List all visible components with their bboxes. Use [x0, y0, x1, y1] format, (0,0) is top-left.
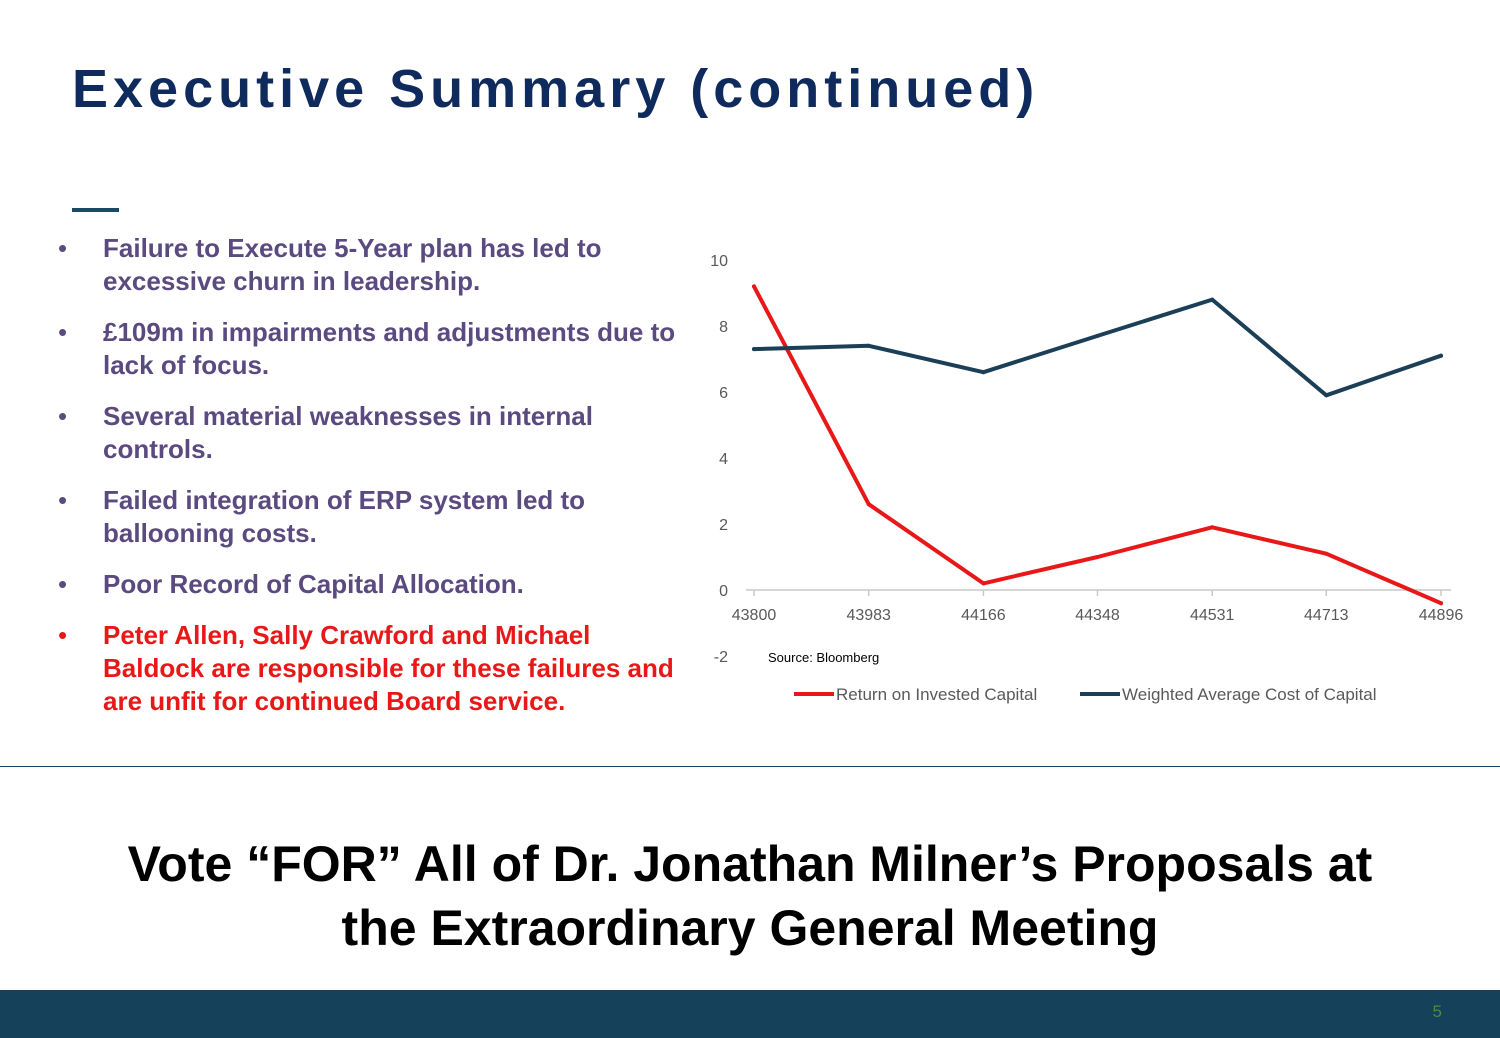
- y-tick-label: 6: [719, 385, 728, 402]
- y-tick-label: -2: [714, 649, 728, 666]
- x-tick-label: 44713: [1304, 607, 1349, 624]
- y-tick-label: 2: [719, 517, 728, 534]
- series-0-point: [752, 284, 756, 289]
- series-1-point: [1210, 297, 1215, 302]
- bullet-item: • Several material weaknesses in internal…: [58, 400, 678, 466]
- x-tick-label: 43800: [732, 607, 777, 624]
- x-tick-label: 44166: [961, 607, 1006, 624]
- y-tick-label: 10: [710, 253, 728, 270]
- legend-label: Weighted Average Cost of Capital: [1122, 685, 1377, 704]
- series-1-point: [1439, 353, 1443, 358]
- series-1-point: [981, 370, 986, 375]
- vote-callout: Vote “FOR” All of Dr. Jonathan Milner’s …: [0, 832, 1500, 960]
- bullet-item: • Peter Allen, Sally Crawford and Michael…: [58, 619, 678, 718]
- bullet-marker: •: [58, 317, 68, 347]
- y-tick-label: 8: [719, 319, 728, 336]
- series-0-point: [1324, 551, 1329, 556]
- bullet-marker: •: [58, 233, 68, 263]
- y-tick-label: 4: [719, 451, 728, 468]
- series-0-point: [866, 502, 871, 507]
- bullet-marker: •: [58, 485, 68, 515]
- bullet-text: Several material weaknesses in internal …: [103, 401, 593, 464]
- page-number: 5: [1432, 1002, 1442, 1021]
- vote-line-2: the Extraordinary General Meeting: [341, 900, 1159, 956]
- bullet-item: • Failure to Execute 5-Year plan has led …: [58, 232, 678, 298]
- roic-wacc-line-chart: -2 0 2 4 6 8 10 43800 43983 44166 44348 44531 44713 4…: [710, 253, 1464, 704]
- bullet-marker: •: [58, 401, 68, 431]
- vote-line-1: Vote “FOR” All of Dr. Jonathan Milner’s …: [127, 836, 1373, 892]
- bullet-item: • Poor Record of Capital Allocation.: [58, 568, 678, 601]
- series-1-point: [866, 343, 871, 348]
- bullet-item: • Failed integration of ERP system led to…: [58, 484, 678, 550]
- bullet-list: • Failure to Execute 5-Year plan has led …: [58, 232, 678, 736]
- footer-bar: 5: [0, 990, 1500, 1038]
- series-1-point: [752, 347, 756, 352]
- bullet-text: Poor Record of Capital Allocation.: [103, 569, 524, 599]
- y-tick-label: 0: [719, 583, 728, 600]
- series-1-point: [1095, 333, 1100, 338]
- bullet-marker: •: [58, 620, 68, 650]
- x-tick-label: 43983: [846, 607, 891, 624]
- x-tick-label: 44348: [1075, 607, 1120, 624]
- bullet-text: Failed integration of ERP system led to …: [103, 485, 586, 548]
- series-line-1: [752, 297, 1443, 398]
- chart-source-note: Source: Bloomberg: [768, 650, 879, 665]
- bullet-marker: •: [58, 569, 68, 599]
- x-tick-label: 44896: [1419, 607, 1464, 624]
- bullet-text: Failure to Execute 5-Year plan has led t…: [103, 233, 602, 296]
- series-0-point: [981, 581, 986, 586]
- series-1-point: [1324, 393, 1329, 398]
- bullet-text: Peter Allen, Sally Crawford and Michael …: [103, 620, 674, 716]
- legend-label: Return on Invested Capital: [836, 685, 1037, 704]
- title-accent-bar: [72, 208, 119, 212]
- section-divider: [0, 766, 1500, 767]
- series-0-point: [1095, 555, 1100, 559]
- bullet-text: £109m in impairments and adjustments due…: [103, 317, 676, 380]
- page-title: Executive Summary (continued): [72, 59, 1040, 119]
- bullet-item: • £109m in impairments and adjustments du…: [58, 316, 678, 382]
- series-0-point: [1439, 601, 1443, 606]
- series-0-point: [1210, 525, 1215, 530]
- x-tick-label: 44531: [1190, 607, 1235, 624]
